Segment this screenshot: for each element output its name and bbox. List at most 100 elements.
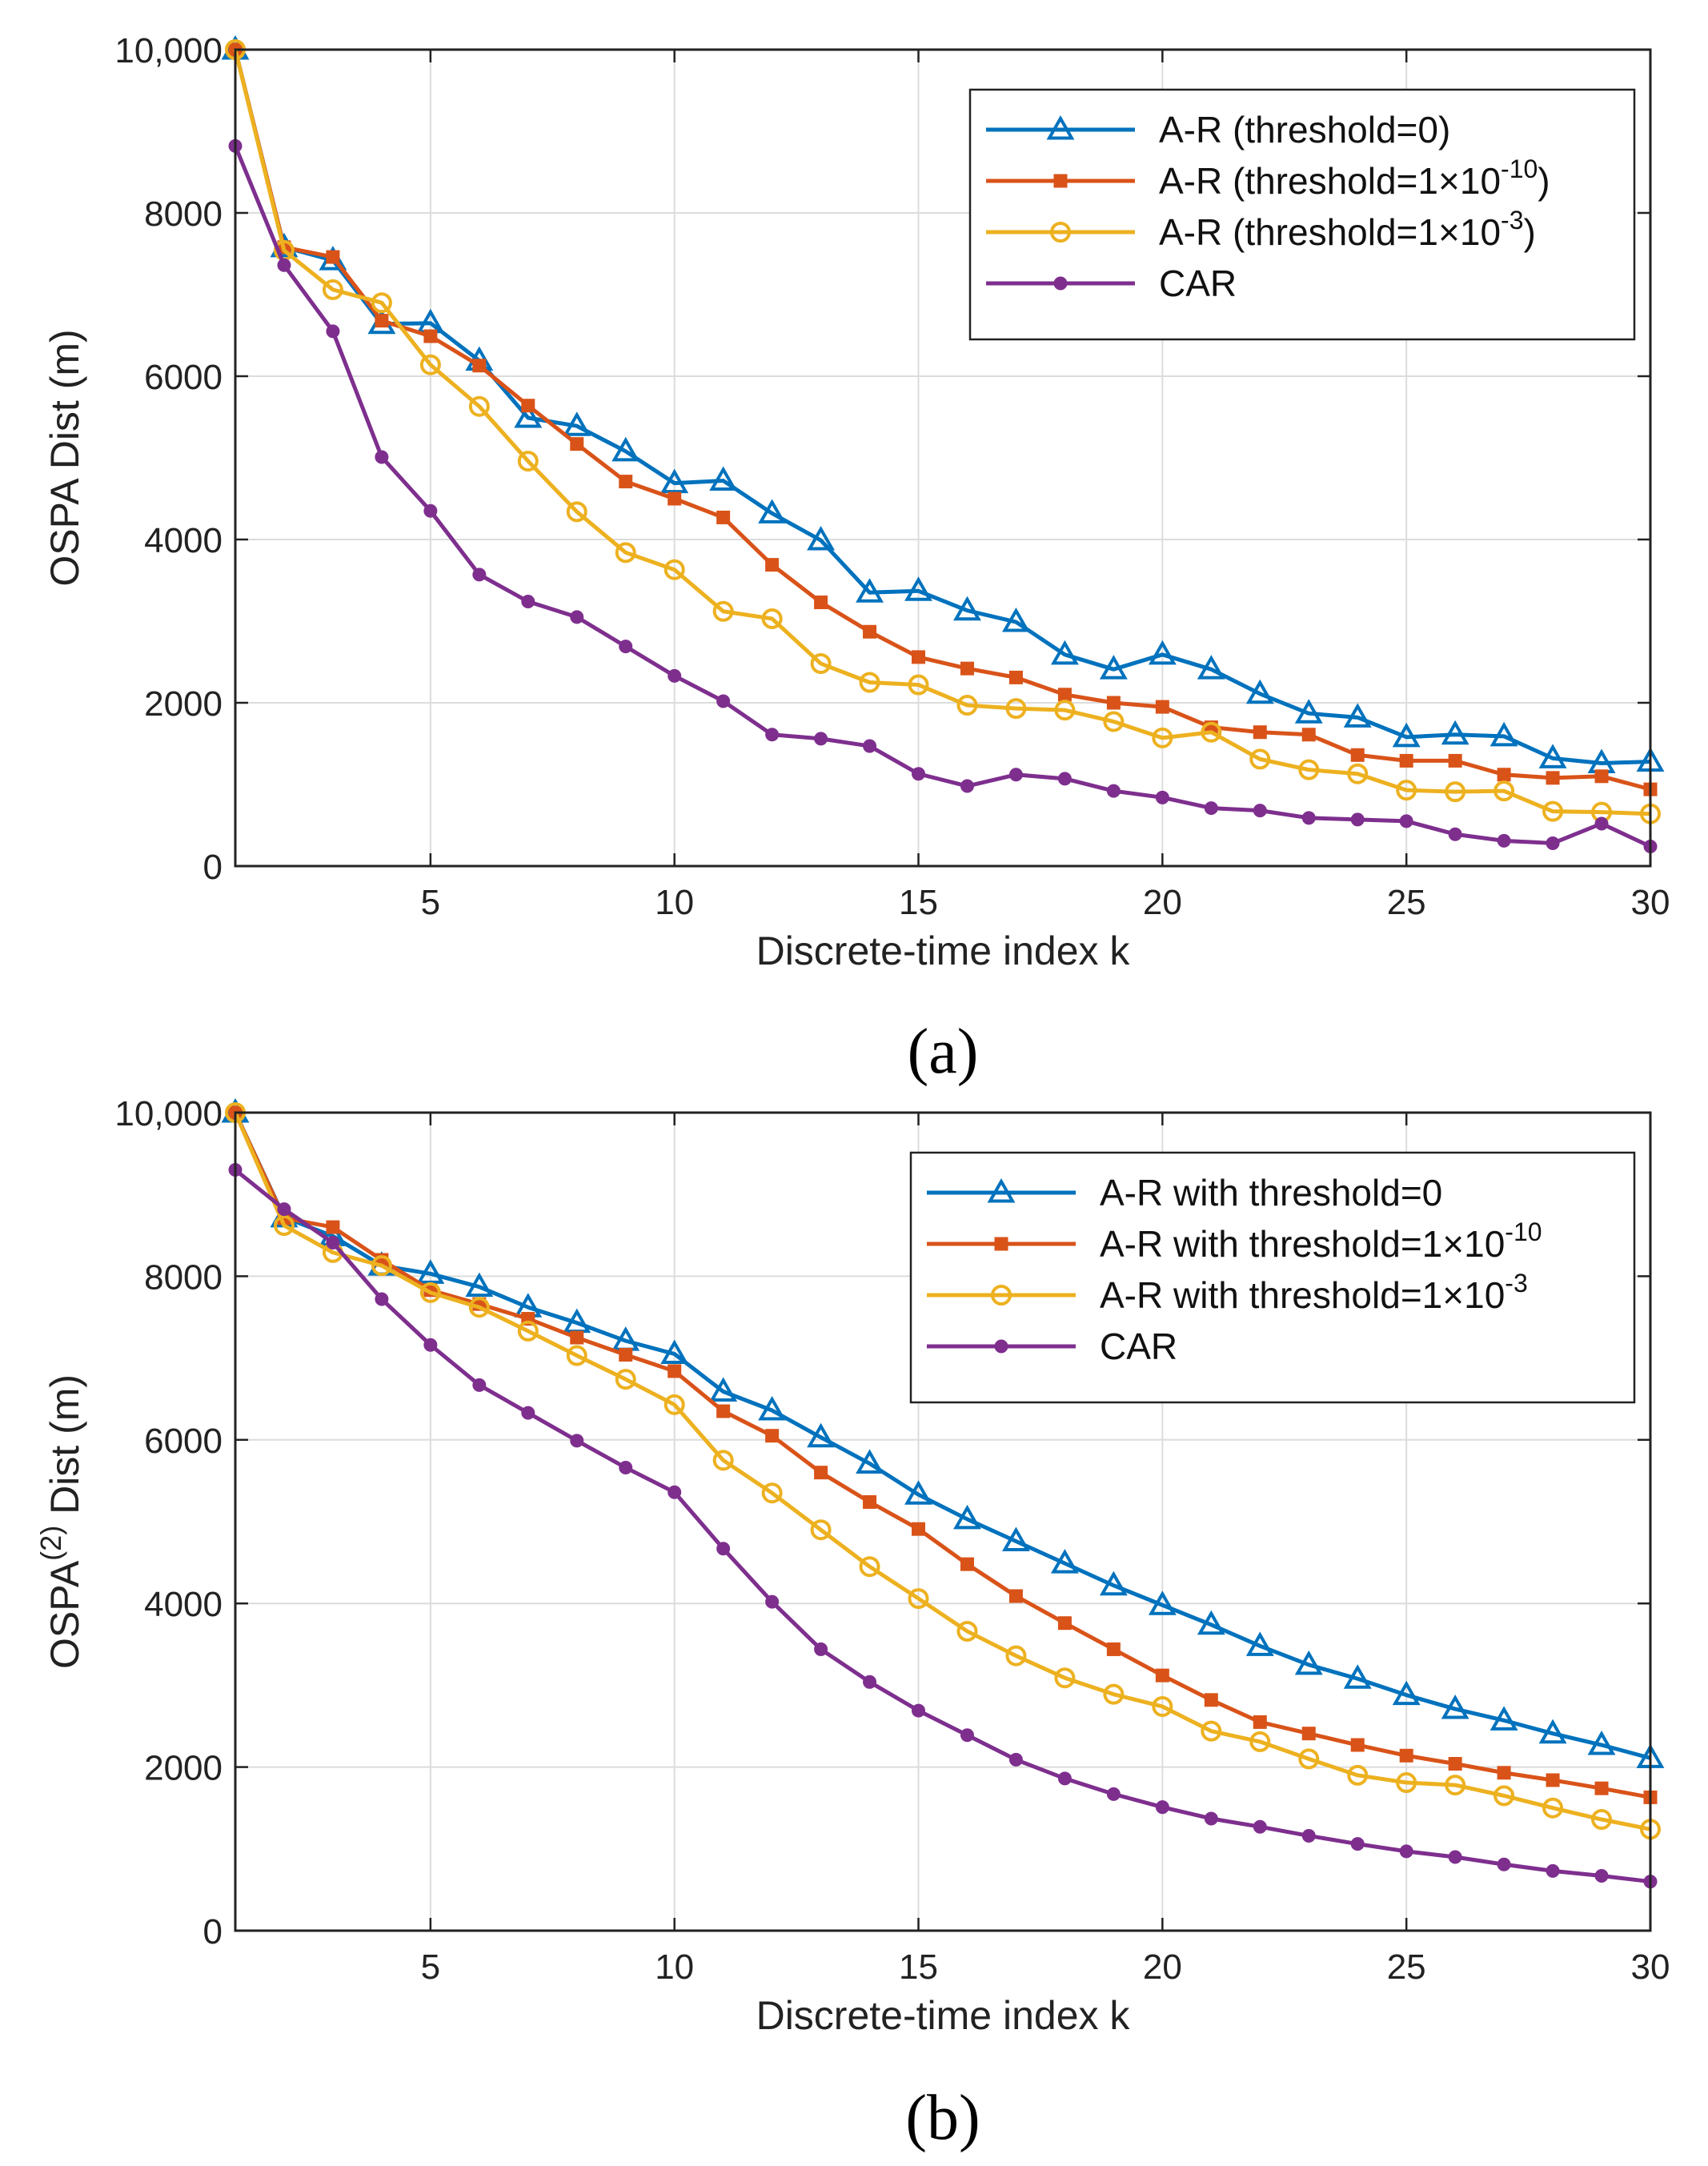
data-point [1350,812,1365,827]
x-tick-label: 5 [421,883,440,922]
data-point [423,503,438,518]
series-4 [228,138,1658,854]
data-point [1546,1863,1560,1878]
data-point [712,1450,734,1471]
chart-2: 5 10 15 20 25 30 0 2000 4000 6000 8000 10,000 Discre… [34,1094,1670,2153]
data-point [1546,836,1560,850]
data-point [1298,759,1320,780]
data-point [1106,696,1121,710]
data-point [953,1504,981,1530]
data-point [521,595,535,609]
data-point [615,1369,636,1390]
legend-item: CAR [986,263,1237,304]
data-point [1002,1526,1030,1552]
data-point [566,1345,587,1366]
data-point [521,1406,535,1420]
legend-marker [994,1339,1008,1354]
data-point [326,324,340,339]
data-point [1057,688,1072,702]
data-point [1152,727,1173,748]
legend-item: A-R with threshold=1×10-3 [927,1269,1528,1316]
legend-marker [994,1237,1008,1251]
data-point [1298,1748,1320,1770]
data-point [660,1339,689,1364]
data-point [765,728,780,742]
data-point [814,1466,828,1480]
series-1 [221,1097,1665,1768]
data-point [1538,744,1567,768]
data-point [664,1394,685,1415]
data-point [1594,769,1609,784]
data-point [716,1404,731,1418]
data-point [566,501,587,523]
data-point [814,732,828,746]
legend: A-R (threshold=0)A-R (threshold=1×10-10)… [968,88,1636,341]
data-point [1204,1693,1218,1707]
x-tick-label: 10 [655,1947,694,1987]
series-line [234,1168,1651,1884]
data-point [1497,833,1511,848]
data-point [1155,1668,1169,1683]
data-point [765,1594,780,1609]
legend-marker [1046,114,1075,140]
legend-marker [1053,276,1068,291]
legend-label: A-R (threshold=1×10-10) [1159,154,1550,202]
y-tick-label: 4000 [144,1585,223,1624]
data-point [1050,640,1079,665]
data-point [709,466,738,491]
data-point [1245,679,1274,704]
data-point [570,1434,584,1448]
data-point [517,1320,539,1342]
data-point [716,1542,731,1556]
data-point [1350,1837,1365,1851]
data-point [1546,771,1560,785]
series-line [233,145,1652,848]
data-point [1594,816,1609,831]
x-axis-label: Discrete-time index k [756,929,1131,973]
data-point [908,1588,929,1610]
data-point [563,411,591,436]
data-point [1005,1645,1027,1667]
data-point [863,624,877,639]
data-point [912,1522,926,1536]
data-point [1201,1720,1222,1742]
series-4 [228,1163,1658,1889]
data-point [716,510,731,524]
x-tick-label: 25 [1387,1947,1426,1987]
data-point [1099,1570,1128,1596]
data-point [1057,1771,1072,1786]
data-point [1399,1748,1413,1763]
y-tick-label: 2000 [144,684,223,724]
data-point [953,596,981,621]
y-tick-label: 8000 [144,1257,223,1297]
legend-item: CAR [927,1326,1177,1367]
data-point [1350,1738,1365,1752]
legend: A-R with threshold=0A-R with threshold=1… [909,1151,1636,1404]
data-point [1245,1631,1274,1656]
data-point [514,403,543,428]
data-point [1057,772,1072,786]
data-point [1448,1850,1462,1864]
data-point [904,576,932,601]
data-point [1204,1811,1218,1826]
data-point [570,437,584,451]
data-point [1099,655,1128,680]
legend-marker [1053,174,1068,188]
data-point [1441,1695,1469,1719]
data-point [810,653,832,675]
data-point [1489,1706,1518,1731]
data-point [371,1255,392,1277]
figure-caption: (b) [905,2083,980,2153]
data-point [960,661,974,676]
data-point [1008,1589,1023,1603]
data-point [1152,1695,1173,1717]
data-point [619,640,633,654]
data-point [716,694,731,708]
data-point [1249,748,1271,770]
data-point [863,739,877,753]
data-point [1103,1683,1125,1705]
data-point [1249,1731,1271,1752]
data-point [1155,790,1169,804]
y-tick-label: 10,000 [114,31,223,70]
data-point [1489,721,1518,747]
